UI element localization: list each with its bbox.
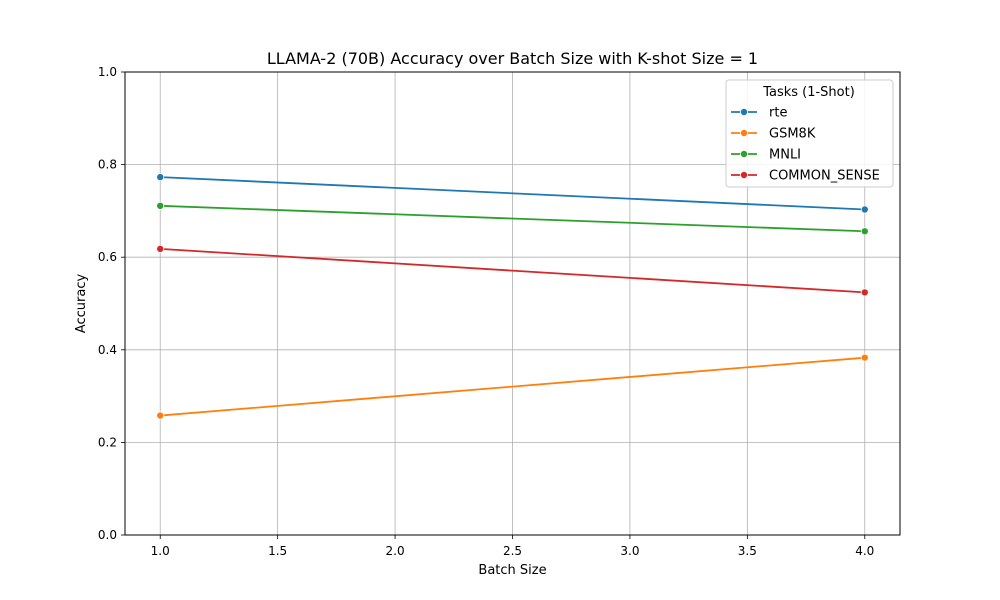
- y-axis-label: Accuracy: [74, 274, 89, 334]
- x-tick-label: 1.0: [151, 544, 170, 558]
- series-layer: [156, 173, 869, 420]
- legend-item: COMMON_SENSE: [731, 169, 880, 184]
- x-tick-label: 2.5: [503, 544, 522, 558]
- x-tick-label: 4.0: [855, 544, 874, 558]
- y-tick-label: 0.6: [98, 250, 117, 264]
- legend-label: GSM8K: [769, 127, 816, 142]
- legend-item: MNLI: [731, 148, 801, 163]
- legend-swatch-marker: [740, 128, 749, 137]
- legend-swatch-marker: [740, 108, 749, 117]
- series-line: [160, 247, 865, 294]
- series-common-sense: [156, 244, 869, 297]
- series-mnli: [156, 201, 869, 236]
- legend-label: COMMON_SENSE: [769, 169, 880, 184]
- legend-swatch-marker: [740, 170, 749, 179]
- legend-label: rte: [769, 106, 787, 121]
- y-tick-label: 0.0: [98, 528, 117, 542]
- data-point: [156, 411, 165, 420]
- x-tick-label: 1.5: [268, 544, 287, 558]
- y-tick-label: 0.4: [98, 343, 117, 357]
- legend-item: GSM8K: [731, 127, 816, 142]
- data-point: [860, 288, 869, 297]
- series-line: [160, 176, 865, 211]
- y-tick-label: 1.0: [98, 65, 117, 79]
- series-rte: [156, 173, 869, 214]
- legend: Tasks (1-Shot) rte GSM8K MNLI COMMON_SENSE: [725, 79, 894, 188]
- series-gsm8k: [156, 353, 869, 420]
- x-tick-label: 3.5: [738, 544, 757, 558]
- x-tick-label: 3.0: [620, 544, 639, 558]
- data-point: [860, 353, 869, 362]
- data-point: [860, 227, 869, 236]
- y-axis: 0.0 0.2 0.4 0.6 0.8 1.0: [98, 65, 125, 542]
- data-point: [156, 173, 165, 182]
- legend-swatch-marker: [740, 149, 749, 158]
- y-tick-label: 0.2: [98, 435, 117, 449]
- y-tick-label: 0.8: [98, 158, 117, 172]
- legend-title: Tasks (1-Shot): [762, 85, 855, 100]
- data-point: [156, 201, 165, 210]
- legend-box: [725, 79, 894, 188]
- x-axis: 1.0 1.5 2.0 2.5 3.0 3.5 4.0: [151, 535, 874, 558]
- data-point: [156, 244, 165, 253]
- x-axis-label: Batch Size: [478, 563, 546, 578]
- data-point: [860, 205, 869, 214]
- series-line: [160, 356, 865, 417]
- chart-title: LLAMA-2 (70B) Accuracy over Batch Size w…: [267, 49, 758, 68]
- legend-entries: rte GSM8K MNLI COMMON_SENSE: [731, 106, 880, 184]
- legend-item: rte: [731, 106, 787, 121]
- x-tick-label: 2.0: [386, 544, 405, 558]
- series-line: [160, 204, 865, 233]
- legend-label: MNLI: [769, 148, 801, 163]
